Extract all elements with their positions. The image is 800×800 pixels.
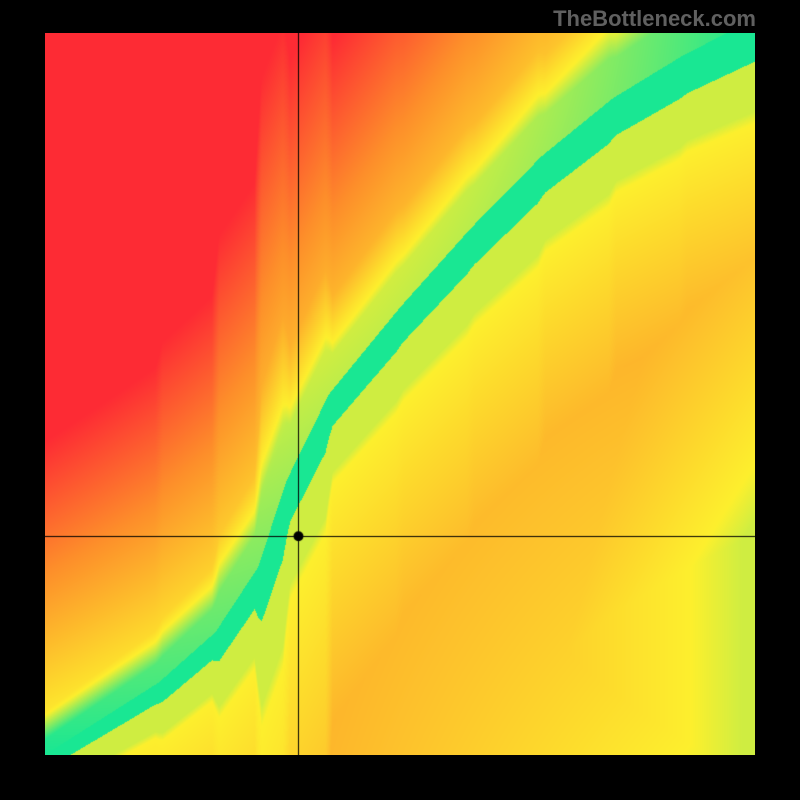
bottleneck-heatmap [45,33,755,755]
chart-container: TheBottleneck.com [0,0,800,800]
watermark-text: TheBottleneck.com [553,6,756,32]
